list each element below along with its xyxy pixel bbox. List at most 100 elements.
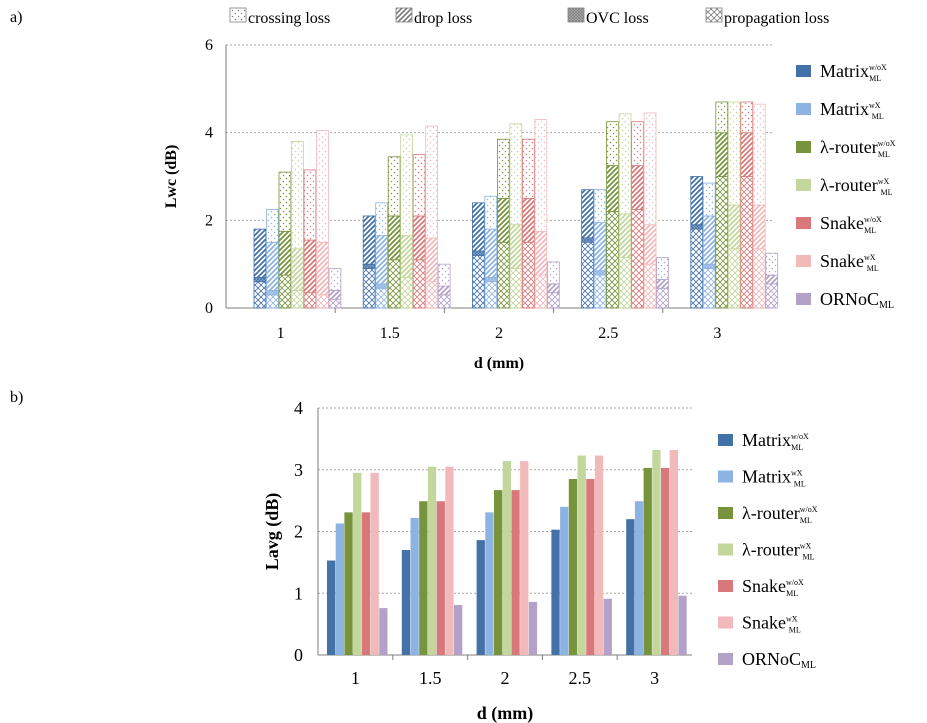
bar-segment <box>631 208 644 309</box>
bar <box>560 506 569 655</box>
bar <box>586 479 595 655</box>
panel-b-label: b) <box>10 389 24 406</box>
bar-segment <box>643 224 657 265</box>
bar-segment <box>291 248 304 291</box>
bar-segment <box>484 195 498 230</box>
bar-segment <box>437 285 451 296</box>
bar-segment <box>631 121 644 166</box>
legend-swatch-crossing <box>229 7 247 23</box>
bar-segment <box>484 281 498 309</box>
x-tick-label: 1 <box>277 325 285 342</box>
bar-segment <box>727 204 741 250</box>
bar-segment <box>266 294 279 309</box>
bar-segment <box>522 138 535 199</box>
bar-segment <box>752 103 766 206</box>
legend-label-drop: drop loss <box>414 10 472 27</box>
bar <box>476 540 485 655</box>
bar <box>436 501 445 655</box>
bar <box>661 467 670 655</box>
bar <box>344 512 353 655</box>
bar-segment <box>400 276 414 309</box>
legend-label-ornoc: ORNoCML <box>742 649 816 671</box>
bar-segment <box>581 241 594 309</box>
bar-segment <box>328 268 342 291</box>
bar <box>577 455 586 655</box>
bar-segment <box>375 202 389 237</box>
bar <box>669 449 678 655</box>
bar-segment <box>291 290 304 309</box>
bar <box>410 517 419 655</box>
bar-segment <box>643 263 657 309</box>
legend-swatch-ornoc <box>718 653 733 665</box>
bar <box>379 608 388 655</box>
bar-segment <box>727 248 741 309</box>
bar <box>454 604 463 655</box>
legend-label-snake_wox: Snakew/oX ML <box>742 576 804 598</box>
bar-segment <box>765 283 779 309</box>
bar <box>528 601 538 655</box>
legend-label-crossing: crossing loss <box>248 10 330 27</box>
bar-segment <box>702 268 716 309</box>
y-tick-label: 4 <box>294 398 303 418</box>
bar-segment <box>425 281 439 309</box>
bar-segment <box>496 198 510 243</box>
bar-segment <box>606 165 619 212</box>
legend-swatch-lambda_wx <box>718 543 733 556</box>
bar-segment <box>656 257 669 280</box>
bar-segment <box>412 259 426 309</box>
legend-swatch-drop <box>395 7 413 23</box>
x-tick-label: 2.5 <box>598 325 618 342</box>
bar <box>370 472 379 655</box>
bar-segment <box>643 112 657 226</box>
bar-segment <box>534 230 548 276</box>
bar <box>494 490 503 655</box>
bar-segment <box>496 241 510 309</box>
legend-swatch-matrix_wx <box>796 103 811 115</box>
x-axis-title: d (mm) <box>474 355 524 372</box>
bar <box>401 550 411 655</box>
bar <box>652 449 661 655</box>
bar-segment <box>387 156 401 217</box>
legend-swatch-snake_wx <box>718 616 733 629</box>
x-tick-label: 1 <box>351 668 360 688</box>
legend-label-lambda_wx: λ-routerwX ML <box>820 175 893 197</box>
bar-segment <box>484 276 498 283</box>
bar-segment <box>690 224 704 230</box>
x-axis-title: d (mm) <box>477 703 534 723</box>
bar <box>626 519 635 655</box>
legend-label-ornoc: ORNoCML <box>820 289 894 311</box>
bar-segment <box>593 222 607 272</box>
bar-segment <box>631 165 644 210</box>
bar-segment <box>547 292 560 309</box>
bar-segment <box>400 235 414 278</box>
legend-swatch-snake_wox <box>796 217 811 229</box>
bar-segment <box>715 176 729 309</box>
bar-segment <box>534 274 548 309</box>
panel-a-label: a) <box>10 9 23 26</box>
legend-label-lambda_wx: λ-routerwX ML <box>742 540 815 562</box>
bar <box>511 490 520 655</box>
bar <box>485 512 494 655</box>
bar-segment <box>496 138 510 199</box>
x-tick-label: 2 <box>501 668 510 688</box>
bar <box>427 466 437 655</box>
bar-segment <box>606 121 619 166</box>
bar-segment <box>484 228 498 278</box>
bar <box>634 501 644 655</box>
bar <box>520 461 529 655</box>
bar-segment <box>437 294 451 309</box>
y-axis-title: Lavg (dB) <box>262 493 283 571</box>
bar-segment <box>375 287 389 309</box>
legend-label-matrix_wox: Matrixw/oX ML <box>742 430 809 452</box>
legend-label-matrix_wx: MatrixwX ML <box>742 467 806 489</box>
bar-segment <box>522 241 535 309</box>
x-tick-label: 3 <box>650 668 659 688</box>
bar-segment <box>509 268 523 309</box>
bar-segment <box>303 292 317 309</box>
bar-segment <box>278 230 292 276</box>
bar-segment <box>740 101 754 134</box>
legend-swatch-ornoc <box>796 293 811 305</box>
x-tick-label: 2 <box>495 325 503 342</box>
bar-segment <box>278 171 292 232</box>
